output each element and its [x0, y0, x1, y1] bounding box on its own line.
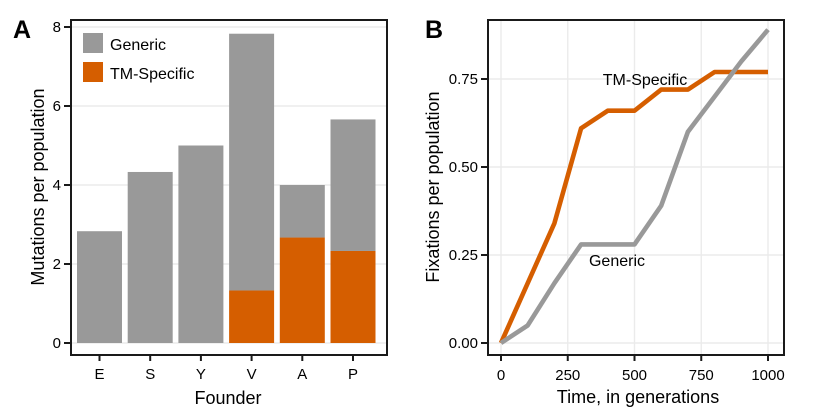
- panel-a-xtick-label-p: P: [348, 366, 358, 383]
- panel-a-ytick-label-6: 6: [53, 98, 61, 115]
- panel-a-y-axis-title: Mutations per population: [28, 88, 48, 285]
- bar-v-generic: [229, 33, 275, 291]
- panel-b-letter: B: [425, 16, 443, 44]
- panel-b-xtick-label-1000: 1000: [751, 367, 784, 384]
- generic-line-label: Generic: [589, 253, 645, 270]
- bar-p-tm-specific: [330, 250, 376, 343]
- panel-b-xtick-label-0: 0: [497, 367, 505, 384]
- panel-a-xtick-label-y: Y: [196, 366, 206, 383]
- bar-p-generic: [330, 119, 376, 251]
- panel-b-plot-background: [488, 20, 784, 355]
- panel-a-x-axis-title: Founder: [194, 388, 261, 408]
- panel-a-xtick-label-e: E: [94, 366, 104, 383]
- panel-b-xtick-label-500: 500: [622, 367, 647, 384]
- bar-v-tm-specific: [229, 290, 275, 343]
- panel-a-svg: A 0 2 4 6 8 E S Y V A P Generic TM-Specific Founde…: [13, 16, 388, 408]
- panel-a-letter: A: [13, 16, 31, 44]
- panel-a-ytick-label-2: 2: [53, 256, 61, 273]
- panel-b-svg: B 0.00 0.25 0.50 0.75 0 250 500 750 1000 TM-Spec…: [423, 16, 785, 407]
- panel-a-xtick-label-v: V: [247, 366, 257, 383]
- panel-b-border: [487, 19, 785, 356]
- panel-b-xtick-label-250: 250: [555, 367, 580, 384]
- bar-s-generic: [127, 171, 173, 343]
- panel-a-xtick-label-s: S: [145, 366, 155, 383]
- panel-a-ytick-label-0: 0: [53, 335, 61, 352]
- bar-a-generic: [279, 185, 325, 238]
- mutations-bar-chart: 0 2 4 6 8 E S Y V A P: [53, 19, 388, 383]
- panel-b-y-axis-title: Fixations per population: [423, 91, 443, 282]
- bar-y-generic: [178, 145, 224, 343]
- panel-b-ytick-label-0.25: 0.25: [449, 247, 478, 264]
- tm-specific-line: [498, 69, 768, 344]
- panel-a-ytick-label-4: 4: [53, 177, 61, 194]
- legend-swatch-tm-specific: [83, 62, 103, 82]
- tm-specific-line-label: TM-Specific: [603, 72, 687, 89]
- panel-b-ytick-label-0.75: 0.75: [449, 71, 478, 88]
- bar-e-generic: [77, 231, 122, 343]
- panel-b-xtick-label-750: 750: [689, 367, 714, 384]
- legend-label-tm-specific: TM-Specific: [110, 66, 194, 83]
- panel-a-border: [70, 19, 388, 356]
- panel-b-ytick-label-0.50: 0.50: [449, 159, 478, 176]
- panel-a-ytick-label-8: 8: [53, 19, 61, 36]
- generic-line: [499, 28, 770, 345]
- legend: Generic TM-Specific: [83, 33, 194, 83]
- panel-a-xtick-label-a: A: [297, 366, 307, 383]
- bar-a-tm-specific: [279, 237, 325, 343]
- fixations-line-chart: 0.00 0.25 0.50 0.75 0 250 500 750 1000: [449, 19, 785, 384]
- panel-b-ytick-label-0.00: 0.00: [449, 335, 478, 352]
- legend-swatch-generic: [83, 33, 103, 53]
- legend-label-generic: Generic: [110, 37, 166, 54]
- panel-b-x-axis-title: Time, in generations: [557, 387, 719, 407]
